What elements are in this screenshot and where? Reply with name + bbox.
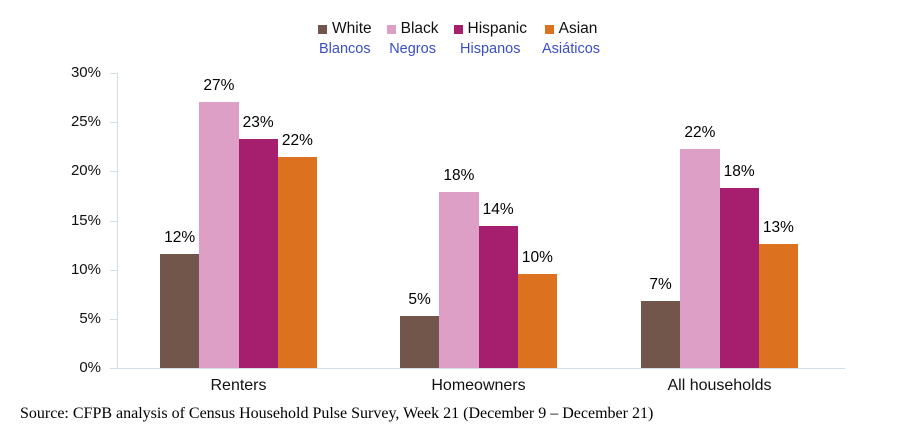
bar-all-households-white bbox=[641, 301, 681, 368]
y-axis-tick-label: 30% bbox=[70, 64, 101, 81]
bar-group-renters: 12% 27% 23% 22% Renters bbox=[160, 73, 317, 394]
bar-value-label: 18% bbox=[723, 163, 755, 181]
bar-value-label: 13% bbox=[762, 219, 794, 237]
legend-label-es: Asiáticos bbox=[541, 41, 601, 57]
legend-item-asian: Asian Asiáticos bbox=[542, 20, 600, 58]
legend-entry-asian: Asian bbox=[544, 20, 598, 38]
legend-swatch-hispanic-icon bbox=[453, 24, 463, 34]
bar-all-households-black bbox=[680, 148, 720, 368]
y-axis-tick-label: 15% bbox=[70, 211, 101, 229]
y-axis-tick-label: 20% bbox=[70, 162, 101, 180]
y-axis-tick bbox=[110, 220, 117, 222]
bar-value-label: 10% bbox=[521, 248, 553, 266]
y-axis-tick-label: 25% bbox=[70, 113, 101, 131]
x-axis-category-label: All households bbox=[667, 377, 772, 394]
bar-value-label: 22% bbox=[281, 131, 313, 149]
legend-swatch-black-icon bbox=[386, 24, 396, 34]
legend-swatch-white-icon bbox=[318, 24, 327, 34]
legend-label-es: Negros bbox=[389, 41, 436, 57]
x-axis-baseline bbox=[117, 368, 845, 369]
y-axis-line bbox=[117, 73, 118, 369]
bar-homeowners-white bbox=[400, 315, 440, 368]
legend-entry-black: Black bbox=[386, 20, 439, 38]
legend-label-en: Black bbox=[400, 20, 439, 37]
bar-renters-black bbox=[199, 101, 239, 368]
bar-renters-white bbox=[160, 253, 200, 368]
y-axis-tick bbox=[110, 318, 117, 320]
bar-value-label: 23% bbox=[242, 113, 274, 131]
bar-value-label: 14% bbox=[482, 201, 514, 219]
bar-renters-asian bbox=[277, 156, 317, 368]
legend-entry-hispanic: Hispanic bbox=[453, 20, 527, 38]
bar-value-label: 5% bbox=[408, 290, 431, 308]
bar-all-households-hispanic bbox=[719, 188, 759, 368]
legend-item-black: Black Negros bbox=[386, 20, 439, 58]
bar-homeowners-asian bbox=[517, 273, 557, 368]
legend-item-hispanic: Hispanic Hispanos bbox=[453, 20, 527, 58]
legend-swatch-asian-icon bbox=[544, 24, 554, 34]
legend-label-en: White bbox=[332, 20, 372, 37]
bar-value-label: 12% bbox=[164, 228, 196, 246]
bar-group-homeowners: 5% 18% 14% 10% Homeowners bbox=[400, 73, 557, 394]
y-axis-tick bbox=[110, 269, 117, 271]
y-axis-tick bbox=[110, 368, 117, 369]
y-axis-tick-label: 10% bbox=[70, 260, 101, 278]
bar-value-label: 18% bbox=[443, 166, 475, 184]
legend-label-es: Hispanos bbox=[460, 41, 521, 57]
chart-legend: White Blancos Black Negros Hispanic Hispanos A… bbox=[318, 20, 600, 58]
legend-item-white: White Blancos bbox=[318, 20, 372, 58]
y-axis-tick bbox=[110, 73, 117, 74]
bar-renters-hispanic bbox=[238, 138, 278, 368]
y-axis-tick-label: 0% bbox=[79, 359, 101, 376]
bar-group-all-households: 7% 22% 18% 13% All households bbox=[641, 73, 798, 394]
bar-value-label: 22% bbox=[684, 123, 716, 141]
bar-value-label: 7% bbox=[649, 276, 672, 294]
x-axis-category-label: Homeowners bbox=[431, 377, 526, 394]
y-axis-tick-label: 5% bbox=[79, 309, 101, 327]
legend-entry-white: White bbox=[318, 20, 372, 38]
bar-homeowners-black bbox=[439, 191, 479, 368]
y-axis-tick bbox=[110, 122, 117, 124]
legend-label-es: Blancos bbox=[319, 41, 371, 57]
bar-value-label: 27% bbox=[203, 76, 235, 94]
legend-label-en: Asian bbox=[558, 20, 598, 37]
bar-homeowners-hispanic bbox=[478, 226, 518, 368]
x-axis-category-label: Renters bbox=[210, 377, 267, 394]
source-note: Source: CFPB analysis of Census Househol… bbox=[20, 405, 654, 422]
y-axis-tick bbox=[110, 171, 117, 173]
bar-all-households-asian bbox=[758, 244, 798, 368]
legend-label-en: Hispanic bbox=[467, 20, 527, 37]
